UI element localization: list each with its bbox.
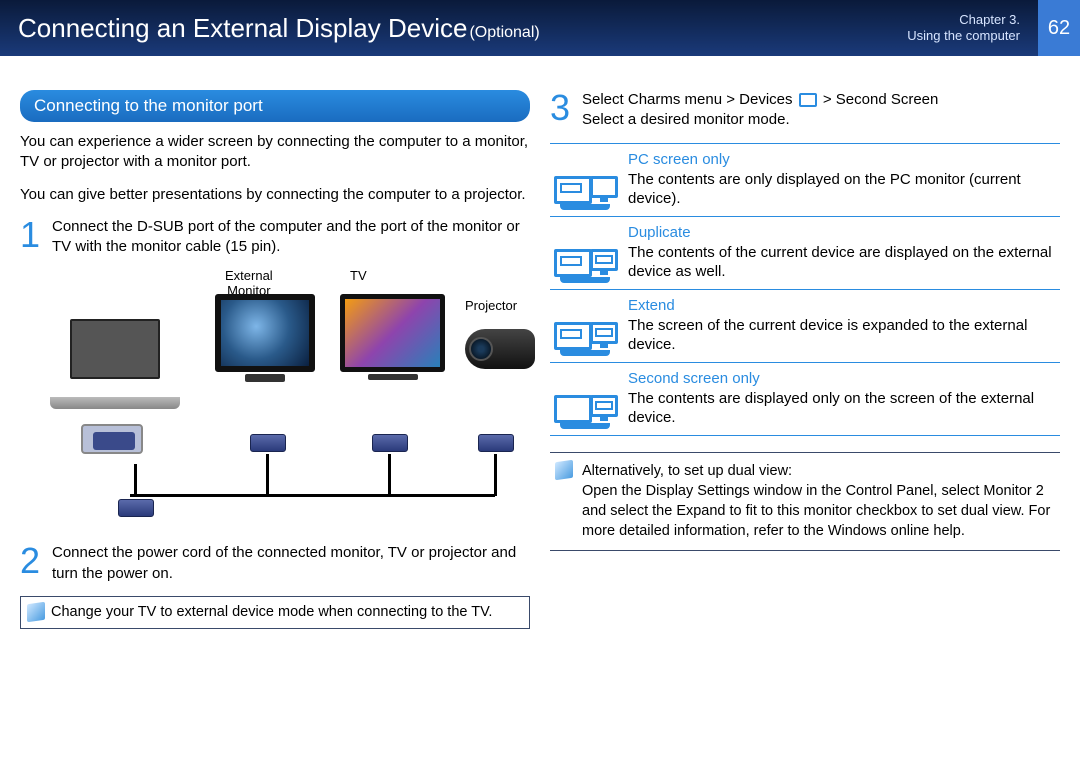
vga-conn-projector-top — [478, 434, 514, 452]
cable-v1 — [266, 454, 269, 496]
step3-line2: Select a desired monitor mode. — [582, 110, 938, 130]
page-number: 62 — [1038, 0, 1080, 56]
intro-para-2: You can give better presentations by con… — [20, 185, 530, 205]
cable-v0 — [134, 464, 137, 496]
mode-title: Extend — [628, 297, 1056, 314]
mode-0-icon — [554, 156, 618, 204]
label-projector: Projector — [465, 299, 517, 313]
mode-row: Extend The screen of the current device i… — [550, 289, 1060, 362]
label-tv: TV — [350, 269, 367, 283]
page-header: Connecting an External Display Device (O… — [0, 0, 1080, 56]
mode-title: PC screen only — [628, 151, 1056, 168]
page-title: Connecting an External Display Device (O… — [18, 13, 540, 44]
step-2-number: 2 — [20, 543, 42, 584]
mode-text-cell: PC screen only The contents are only disp… — [624, 143, 1060, 216]
mode-desc: The contents are displayed only on the s… — [628, 389, 1056, 428]
mode-3-icon — [554, 375, 618, 423]
step-3-number: 3 — [550, 90, 572, 131]
step3-a: Select — [582, 91, 624, 108]
mode-row: Second screen only The contents are displ… — [550, 362, 1060, 435]
chapter-block: Chapter 3. Using the computer — [907, 12, 1028, 43]
mode-2-icon — [554, 302, 618, 350]
chapter-line1: Chapter 3. — [907, 12, 1020, 28]
step-1-number: 1 — [20, 217, 42, 258]
step-1: 1 Connect the D-SUB port of the computer… — [20, 217, 530, 258]
cable-v2 — [388, 454, 391, 496]
step-3: 3 Select Charms menu > Devices > Second … — [550, 90, 1060, 131]
cable-horizontal — [130, 494, 495, 497]
mode-icon-cell — [550, 216, 624, 289]
right-column: 3 Select Charms menu > Devices > Second … — [550, 90, 1060, 629]
mode-icon-cell — [550, 143, 624, 216]
step3-b: Charms menu > Devices — [628, 91, 793, 108]
mode-1-icon — [554, 229, 618, 277]
mode-text-cell: Second screen only The contents are displ… — [624, 362, 1060, 435]
intro-para-1: You can experience a wider screen by con… — [20, 132, 530, 173]
projector-icon — [465, 329, 535, 369]
mode-icon-cell — [550, 289, 624, 362]
mode-text-cell: Duplicate The contents of the current dev… — [624, 216, 1060, 289]
mode-title: Duplicate — [628, 224, 1056, 241]
mode-text-cell: Extend The screen of the current device i… — [624, 289, 1060, 362]
alt-note-2: Open the Display Settings window in the … — [582, 481, 1052, 542]
title-optional: (Optional) — [469, 24, 539, 42]
vga-conn-monitor-top — [250, 434, 286, 452]
vga-conn-tv-top — [372, 434, 408, 452]
monitor-modes-table: PC screen only The contents are only disp… — [550, 143, 1060, 436]
left-column: Connecting to the monitor port You can e… — [20, 90, 530, 629]
step-3-text: Select Charms menu > Devices > Second Sc… — [582, 90, 938, 131]
alt-note-1: Alternatively, to set up dual view: — [582, 461, 1052, 481]
content-area: Connecting to the monitor port You can e… — [0, 56, 1080, 649]
vga-port-laptop — [81, 424, 143, 454]
tv-icon — [340, 294, 445, 380]
tv-note-text: Change your TV to external device mode w… — [51, 604, 492, 620]
tv-note-box: Change your TV to external device mode w… — [20, 596, 530, 630]
step-1-text: Connect the D-SUB port of the computer a… — [52, 217, 530, 258]
dual-view-note: Alternatively, to set up dual view: Open… — [550, 452, 1060, 551]
header-right: Chapter 3. Using the computer 62 — [907, 0, 1080, 56]
note-icon — [27, 601, 45, 622]
mode-title: Second screen only — [628, 370, 1056, 387]
step-2: 2 Connect the power cord of the connecte… — [20, 543, 530, 584]
title-main: Connecting an External Display Device — [18, 13, 467, 44]
mode-icon-cell — [550, 362, 624, 435]
chapter-line2: Using the computer — [907, 28, 1020, 44]
cable-v3 — [494, 454, 497, 496]
note-icon — [555, 459, 573, 480]
devices-icon — [799, 93, 817, 107]
step-2-text: Connect the power cord of the connected … — [52, 543, 530, 584]
mode-row: PC screen only The contents are only disp… — [550, 143, 1060, 216]
mode-desc: The contents of the current device are d… — [628, 243, 1056, 282]
section-heading: Connecting to the monitor port — [20, 90, 530, 122]
mode-row: Duplicate The contents of the current dev… — [550, 216, 1060, 289]
vga-conn-bottom — [118, 499, 154, 517]
laptop-icon — [50, 319, 180, 409]
step3-c: > Second Screen — [823, 91, 939, 108]
monitor-icon — [215, 294, 315, 382]
connection-diagram: External Monitor TV Projector — [40, 269, 530, 529]
mode-desc: The screen of the current device is expa… — [628, 316, 1056, 355]
mode-desc: The contents are only displayed on the P… — [628, 170, 1056, 209]
